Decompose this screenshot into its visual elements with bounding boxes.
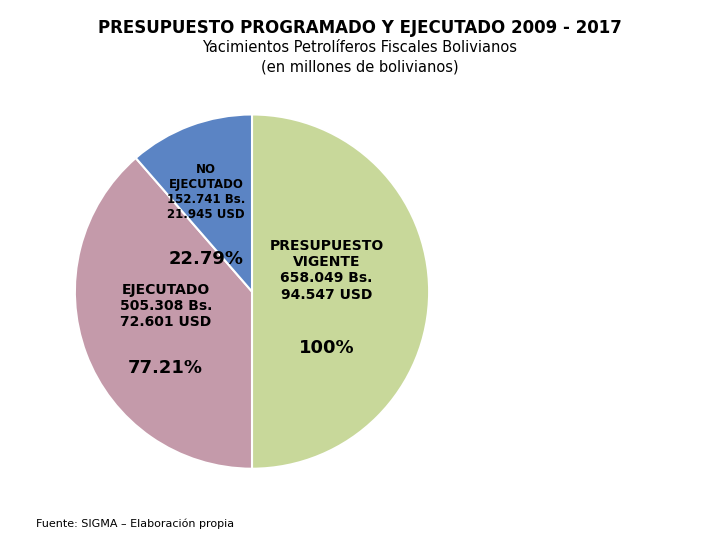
Text: 77.21%: 77.21%: [128, 359, 203, 377]
Wedge shape: [136, 114, 252, 292]
Wedge shape: [252, 114, 429, 469]
Text: 100%: 100%: [299, 339, 354, 357]
Text: 22.79%: 22.79%: [168, 251, 243, 268]
Text: EJECUTADO
505.308 Bs.
72.601 USD: EJECUTADO 505.308 Bs. 72.601 USD: [120, 283, 212, 329]
Text: (en millones de bolivianos): (en millones de bolivianos): [261, 59, 459, 75]
Text: Yacimientos Petrolíferos Fiscales Bolivianos: Yacimientos Petrolíferos Fiscales Bolivi…: [202, 40, 518, 56]
Text: PRESUPUESTO PROGRAMADO Y EJECUTADO 2009 - 2017: PRESUPUESTO PROGRAMADO Y EJECUTADO 2009 …: [98, 19, 622, 37]
Text: NO
EJECUTADO
152.741 Bs.
21.945 USD: NO EJECUTADO 152.741 Bs. 21.945 USD: [167, 163, 245, 221]
Text: PRESUPUESTO
VIGENTE
658.049 Bs.
94.547 USD: PRESUPUESTO VIGENTE 658.049 Bs. 94.547 U…: [269, 239, 384, 302]
Text: Fuente: SIGMA – Elaboración propia: Fuente: SIGMA – Elaboración propia: [36, 519, 234, 529]
Wedge shape: [75, 158, 252, 469]
